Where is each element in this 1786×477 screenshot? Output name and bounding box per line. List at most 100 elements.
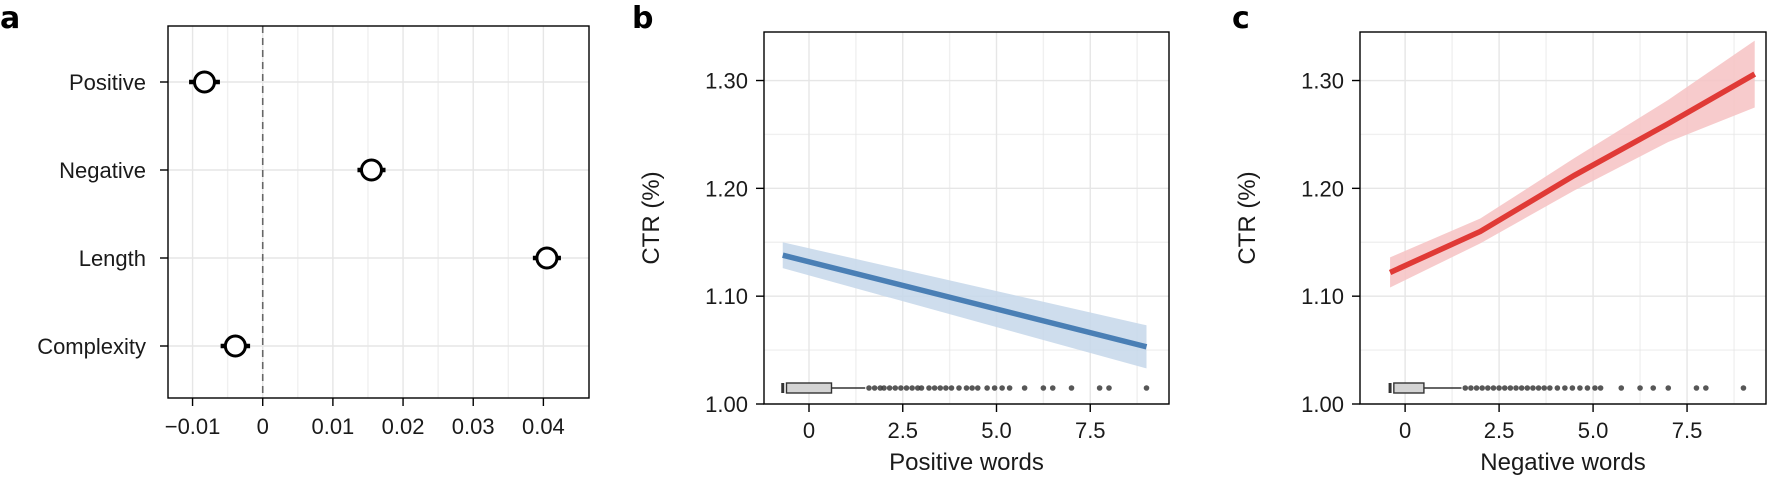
boxplot-outlier — [886, 385, 893, 391]
positive-words-ctr-panel: b 0 2.5 5.0 7.5 1.00 1.10 1.20 1.30 Positive wor… — [632, 1, 1170, 476]
y-tick-label: 1.30 — [705, 69, 748, 94]
boxplot-outlier — [1490, 385, 1497, 391]
x-tick-label: 0 — [803, 418, 815, 443]
boxplot-outlier — [1479, 385, 1485, 391]
x-tick-label: 5.0 — [1578, 418, 1609, 443]
boxplot-box — [1393, 382, 1425, 394]
boxplot-outlier — [909, 385, 915, 391]
x-tick-label: 0 — [257, 414, 269, 439]
boxplot-outlier — [1562, 385, 1568, 391]
x-tick-label: 2.5 — [887, 418, 918, 443]
x-tick-label: 0.03 — [452, 414, 495, 439]
boxplot-outlier — [1597, 385, 1604, 391]
boxplot-outlier — [1507, 385, 1514, 391]
point-estimate — [535, 246, 559, 270]
boxplot-outlier — [1693, 385, 1700, 391]
y-tick-label: 1.00 — [705, 392, 748, 417]
boxplot-outlier — [903, 385, 910, 391]
boxplot-outlier — [1143, 385, 1150, 391]
boxplot-outlier — [931, 385, 938, 391]
boxplot-outlier — [1021, 385, 1028, 391]
x-tick-label: 0.04 — [522, 414, 565, 439]
x-tick-label: 0.01 — [311, 414, 354, 439]
boxplot-outlier — [1665, 385, 1672, 391]
boxplot-outlier — [1040, 385, 1047, 391]
boxplot-outlier — [1637, 385, 1643, 391]
confidence-band — [1390, 40, 1755, 288]
boxplot-outlier — [1535, 385, 1542, 391]
boxplot-outlier — [1096, 385, 1103, 391]
fit-line — [782, 252, 1148, 350]
y-tick-label: 1.00 — [1301, 392, 1344, 417]
point-estimate — [192, 70, 216, 94]
x-tick-label: −0.01 — [165, 414, 221, 439]
boxplot-outlier — [866, 385, 872, 391]
boxplot-outlier — [1592, 385, 1598, 391]
plot-frame — [167, 25, 590, 399]
boxplot-outlier — [969, 385, 975, 391]
boxplot-outlier — [1547, 385, 1553, 391]
boxplot-outlier — [881, 385, 887, 391]
boxplot-outlier — [1569, 385, 1576, 391]
panel-label-b: b — [632, 1, 653, 36]
x-axis-title: Positive words — [889, 449, 1044, 476]
x-tick-label: 7.5 — [1672, 418, 1703, 443]
y-category-label: Positive — [69, 70, 146, 95]
boxplot-outlier — [1541, 385, 1548, 391]
boxplot-outlier — [974, 385, 981, 391]
negative-words-ctr-panel: c 0 2.5 5.0 7.5 1.00 1.10 1.20 1.30 Negative wor… — [1232, 1, 1767, 476]
y-axis-title: CTR (%) — [638, 171, 665, 264]
x-tick-label: 5.0 — [981, 418, 1012, 443]
plot-frame — [1359, 31, 1767, 405]
boxplot-outlier — [892, 385, 899, 391]
y-category-label: Negative — [59, 158, 146, 183]
y-tick-label: 1.10 — [1301, 284, 1344, 309]
x-axis-title: Negative words — [1480, 449, 1645, 476]
boxplot-outlier — [1650, 385, 1657, 391]
boxplot-outlier — [1006, 385, 1013, 391]
boxplot-outlier — [948, 385, 955, 391]
confidence-band — [782, 242, 1147, 369]
plot-frame — [763, 31, 1170, 405]
boxplot-outlier — [963, 385, 970, 391]
x-tick-label: 2.5 — [1484, 418, 1515, 443]
boxplot-outlier — [984, 385, 990, 391]
x-tick-label: 7.5 — [1075, 418, 1106, 443]
boxplot-outlier — [1501, 385, 1508, 391]
y-category-label: Complexity — [37, 334, 146, 359]
boxplot-outlier — [943, 385, 949, 391]
boxplot-outlier — [1068, 385, 1075, 391]
boxplot-outlier — [918, 385, 925, 391]
boxplot-outlier — [1703, 385, 1709, 391]
boxplot-outlier — [1473, 385, 1480, 391]
boxplot-outlier — [1485, 385, 1491, 391]
boxplot-outlier — [1462, 385, 1469, 391]
boxplot-outlier — [956, 385, 962, 391]
boxplot-outlier — [1496, 385, 1502, 391]
fit-line — [1388, 71, 1757, 275]
boxplot-outlier — [1106, 385, 1112, 391]
y-tick-label: 1.30 — [1301, 69, 1344, 94]
boxplot-outlier — [1618, 385, 1625, 391]
point-estimate — [223, 334, 247, 358]
boxplot-outlier — [926, 385, 932, 391]
boxplot-box — [785, 382, 833, 394]
y-category-label: Length — [79, 246, 146, 271]
boxplot-outlier — [1554, 385, 1561, 391]
y-axis-title: CTR (%) — [1234, 171, 1261, 264]
y-tick-label: 1.10 — [705, 284, 748, 309]
boxplot-outlier — [1524, 385, 1531, 391]
panel-label-c: c — [1232, 1, 1250, 36]
boxplot-outlier — [991, 385, 998, 391]
forest-plot-panel: a −0.01 0 0.01 0.02 0.03 0.04 Positive Negative… — [0, 1, 590, 439]
boxplot-outlier — [1049, 385, 1056, 391]
boxplot-outlier — [1584, 385, 1591, 391]
boxplot-outlier — [1740, 385, 1747, 391]
boxplot-outlier — [1530, 385, 1536, 391]
boxplot-outlier — [937, 385, 944, 391]
x-tick-label: 0 — [1399, 418, 1411, 443]
boxplot-outlier — [898, 385, 904, 391]
boxplot-outlier — [1518, 385, 1525, 391]
panel-label-a: a — [0, 1, 20, 36]
